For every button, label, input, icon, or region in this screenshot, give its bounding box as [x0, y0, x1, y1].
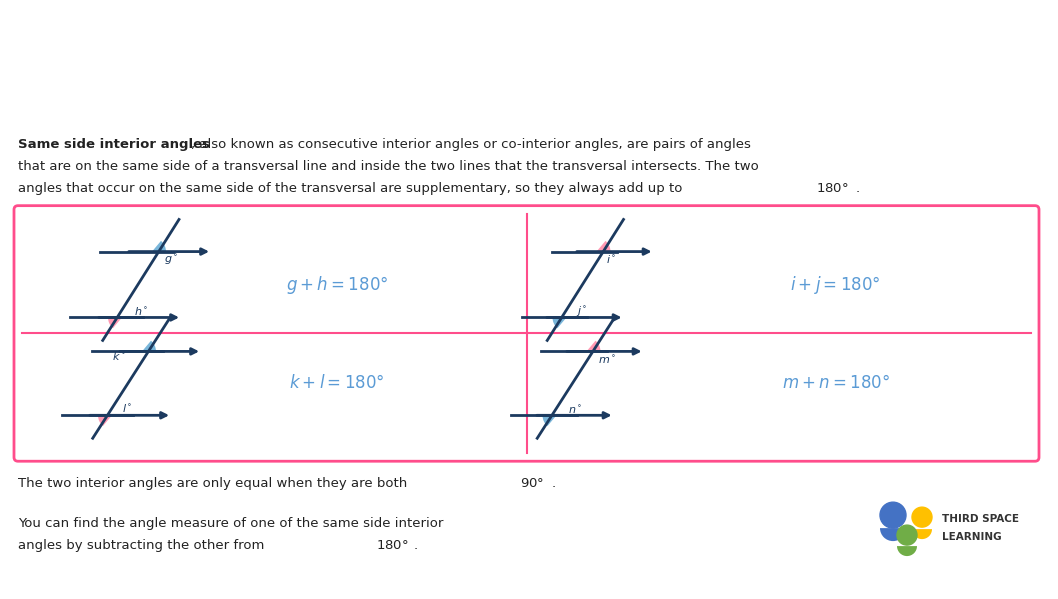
Text: $180°$: $180°$ [376, 539, 408, 552]
Wedge shape [98, 415, 112, 426]
Text: $m+n=180°$: $m+n=180°$ [782, 374, 890, 392]
Wedge shape [552, 317, 566, 328]
Text: LEARNING: LEARNING [942, 532, 1002, 542]
Text: $90°$: $90°$ [519, 477, 544, 490]
Text: Same side interior angles: Same side interior angles [18, 138, 209, 151]
Text: $i+j=180°$: $i+j=180°$ [790, 274, 881, 295]
Text: g$^\circ$: g$^\circ$ [164, 252, 179, 267]
Wedge shape [108, 317, 122, 328]
Text: h$^\circ$: h$^\circ$ [134, 305, 148, 317]
Text: angles that occur on the same side of the transversal are supplementary, so they: angles that occur on the same side of th… [18, 181, 687, 195]
Text: You can find the angle measure of one of the same side interior: You can find the angle measure of one of… [18, 517, 443, 530]
Text: j$^\circ$: j$^\circ$ [577, 304, 588, 319]
Wedge shape [543, 415, 557, 426]
Circle shape [880, 502, 906, 528]
Wedge shape [897, 546, 917, 556]
Wedge shape [152, 241, 166, 252]
Text: i$^\circ$: i$^\circ$ [606, 253, 617, 265]
Text: THIRD SPACE: THIRD SPACE [942, 514, 1019, 524]
Text: $180°$: $180°$ [816, 181, 849, 195]
Text: .: . [856, 181, 860, 195]
Circle shape [897, 525, 917, 545]
Wedge shape [597, 241, 610, 252]
Text: , also known as consecutive interior angles or co-interior angles, are pairs of : , also known as consecutive interior ang… [191, 138, 751, 151]
Text: n$^\circ$: n$^\circ$ [568, 403, 583, 416]
Text: .: . [414, 539, 418, 552]
Wedge shape [880, 528, 906, 541]
Text: angles by subtracting the other from: angles by subtracting the other from [18, 539, 269, 552]
Wedge shape [586, 341, 601, 352]
Wedge shape [142, 341, 156, 352]
Wedge shape [912, 529, 932, 539]
Text: l$^\circ$: l$^\circ$ [122, 403, 132, 415]
Text: The two interior angles are only equal when they are both: The two interior angles are only equal w… [18, 477, 412, 490]
Text: Same Side Interior Angles: Same Side Interior Angles [26, 38, 680, 81]
Circle shape [912, 507, 932, 527]
Text: k$^\circ$: k$^\circ$ [112, 352, 126, 364]
Text: $g+h=180°$: $g+h=180°$ [286, 274, 388, 295]
Text: .: . [552, 477, 557, 490]
Text: $k+l=180°$: $k+l=180°$ [290, 374, 385, 392]
Text: m$^\circ$: m$^\circ$ [599, 353, 617, 365]
Text: that are on the same side of a transversal line and inside the two lines that th: that are on the same side of a transvers… [18, 160, 759, 173]
FancyBboxPatch shape [14, 205, 1039, 461]
